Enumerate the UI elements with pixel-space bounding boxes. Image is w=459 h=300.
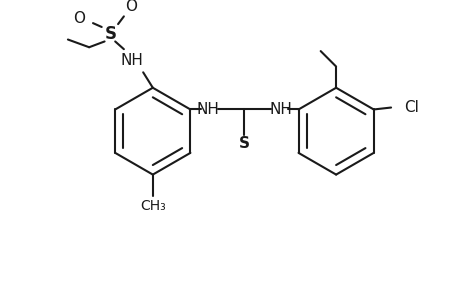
Text: O: O	[73, 11, 85, 26]
Text: NH: NH	[120, 53, 143, 68]
Text: CH₃: CH₃	[140, 200, 165, 213]
Text: S: S	[239, 136, 249, 151]
Text: Cl: Cl	[404, 100, 419, 115]
Text: NH: NH	[196, 102, 219, 117]
Text: O: O	[125, 0, 137, 14]
Text: NH: NH	[269, 102, 291, 117]
Text: S: S	[104, 25, 116, 43]
